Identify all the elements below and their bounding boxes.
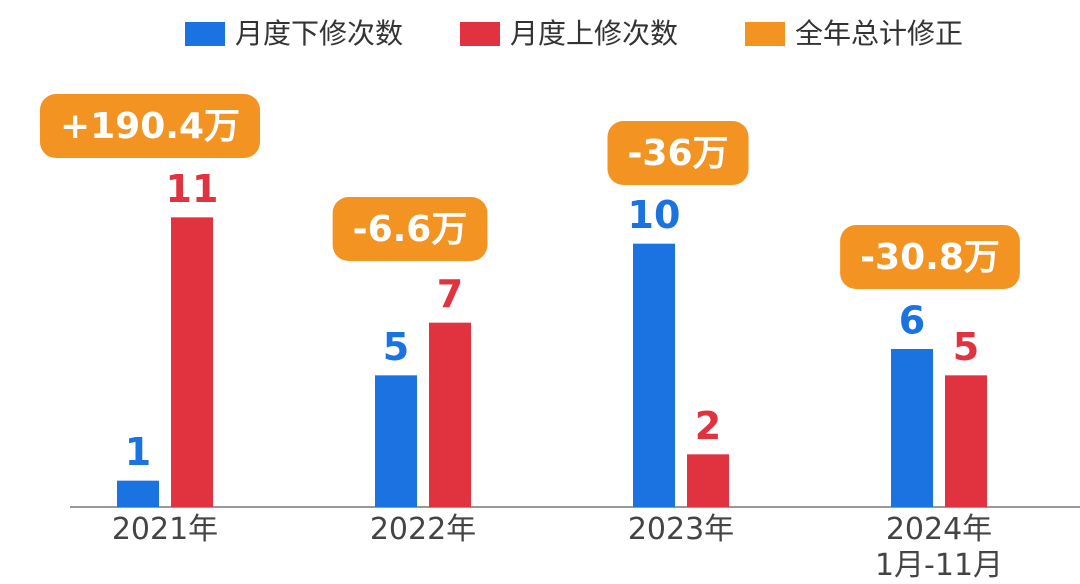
bar xyxy=(429,322,471,507)
data-label: 5 xyxy=(383,325,409,369)
legend-swatch xyxy=(185,22,225,46)
legend-swatch xyxy=(460,22,500,46)
page: {"chart_data": {"type": "bar", "categori… xyxy=(39,17,1080,583)
total-label: -36万 xyxy=(627,133,728,174)
data-label: 1 xyxy=(125,430,151,474)
data-label: 11 xyxy=(166,167,219,211)
data-label: 6 xyxy=(899,299,925,343)
legend-label: 月度上修次数 xyxy=(510,17,678,50)
total-pill xyxy=(39,94,261,158)
total-pill xyxy=(840,225,1020,289)
bar xyxy=(945,375,987,507)
bar xyxy=(117,480,159,507)
total-label: -30.8万 xyxy=(860,237,1000,278)
bar xyxy=(891,349,933,507)
bar xyxy=(633,243,675,507)
total-label: +190.4万 xyxy=(60,106,240,147)
x-tick-label: 2024年 1月-11月 xyxy=(874,512,1004,583)
x-tick-label: 2022年 xyxy=(369,512,477,547)
legend-label: 全年总计修正 xyxy=(795,17,963,50)
bar xyxy=(687,454,729,507)
data-label: 10 xyxy=(628,193,681,237)
legend-swatch xyxy=(745,22,785,46)
total-pill xyxy=(607,121,749,185)
bar xyxy=(171,217,213,508)
x-tick-label: 2021年 xyxy=(111,512,219,547)
bar xyxy=(375,375,417,507)
data-label: 7 xyxy=(437,272,463,316)
x-tick-label: 2023年 xyxy=(627,512,735,547)
total-pill xyxy=(332,197,488,261)
legend-label: 月度下修次数 xyxy=(235,17,403,50)
total-label: -6.6万 xyxy=(353,209,468,250)
data-label: 2 xyxy=(695,404,721,448)
data-label: 5 xyxy=(953,325,979,369)
